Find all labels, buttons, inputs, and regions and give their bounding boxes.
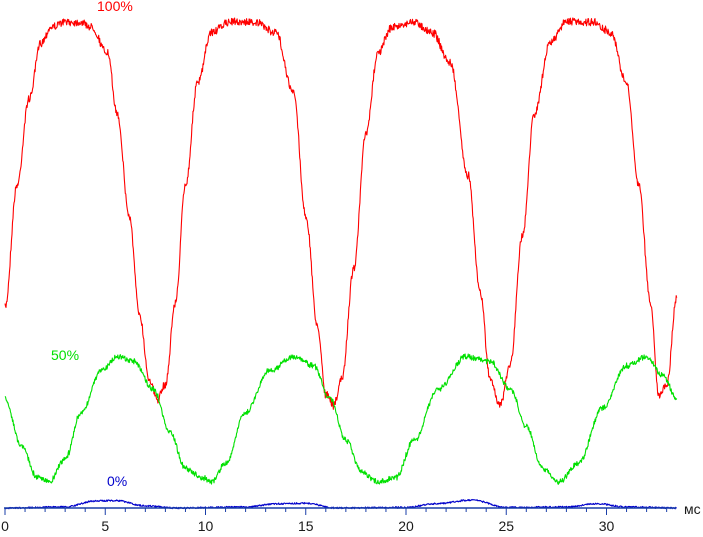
x-unit-label: мс [684,501,701,517]
x-tick-label-0: 0 [1,518,9,534]
series-line-1 [4,353,678,485]
x-tick-label-6: 30 [599,518,615,534]
series-line-0 [4,17,678,410]
plot-lines [4,17,678,510]
x-tick-label-4: 20 [398,518,414,534]
x-tick-label-3: 15 [298,518,314,534]
series-label-2: 0% [107,473,127,489]
series-labels: 100% 50% 0% [51,0,133,489]
series-label-1: 50% [51,347,79,363]
series-label-0: 100% [97,0,133,14]
x-tick-label-5: 25 [498,518,514,534]
x-tick-label-2: 10 [198,518,214,534]
x-tick-label-1: 5 [101,518,109,534]
x-ticks: 0 5 10 15 20 25 30 [1,508,668,534]
